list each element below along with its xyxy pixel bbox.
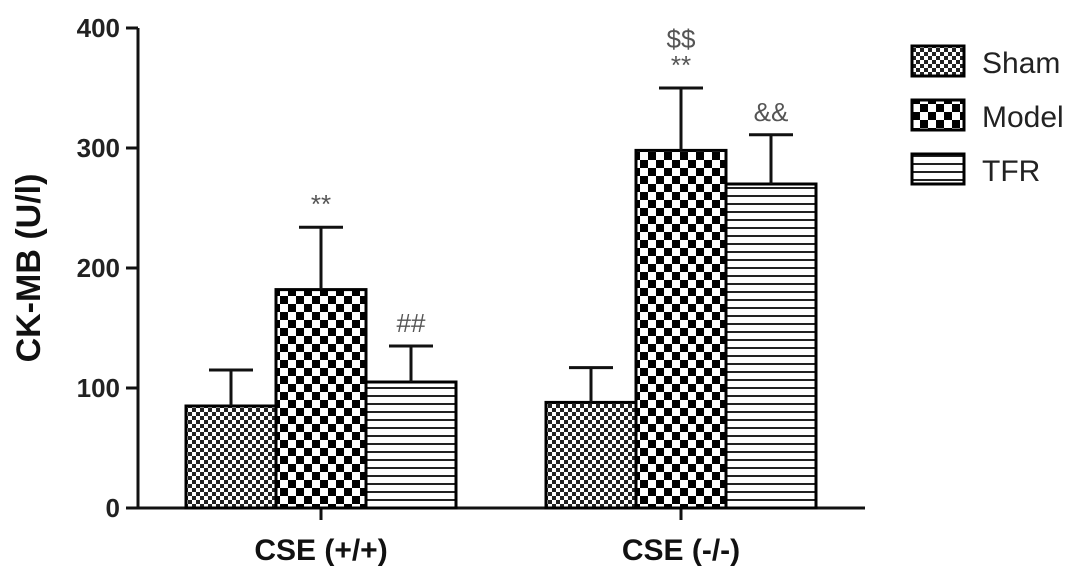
- legend-swatch-tfr: [910, 152, 966, 186]
- significance-marker: **: [311, 189, 331, 219]
- y-tick-label: 200: [77, 253, 120, 283]
- legend-label: Sham: [982, 47, 1060, 80]
- legend: Sham Model TFR: [910, 44, 1064, 188]
- y-tick-label: 400: [77, 13, 120, 43]
- legend-swatch-model: [910, 98, 966, 132]
- significance-marker: $$: [667, 24, 696, 54]
- significance-annotations: **##**$$&&: [311, 24, 788, 338]
- x-category-label: CSE (+/+): [254, 534, 387, 567]
- x-axis: CSE (+/+) CSE (-/-): [137, 506, 865, 567]
- y-tick-label: 100: [77, 373, 120, 403]
- y-axis-title: CK-MB (U/l): [10, 174, 48, 363]
- y-tick-label: 300: [77, 133, 120, 163]
- bar-sham-0: [184, 404, 278, 510]
- bar-model-1: [634, 148, 728, 510]
- bar-model-0: [274, 288, 368, 510]
- x-category-label: CSE (-/-): [622, 534, 740, 567]
- bar-tfr-1: [724, 182, 818, 510]
- legend-label: Model: [982, 101, 1064, 134]
- bar-tfr-0: [364, 380, 458, 510]
- legend-swatch-sham: [910, 44, 966, 78]
- legend-label: TFR: [982, 155, 1040, 188]
- bars: [184, 86, 818, 510]
- bar-sham-1: [544, 400, 638, 510]
- x-ticks: CSE (+/+) CSE (-/-): [254, 508, 740, 567]
- y-tick-label: 0: [106, 493, 120, 523]
- y-axis: 0 100 200 300 400: [77, 13, 140, 523]
- significance-marker: ##: [397, 308, 426, 338]
- y-ticks: 0 100 200 300 400: [77, 13, 138, 523]
- significance-marker: **: [671, 50, 691, 80]
- significance-marker: &&: [754, 97, 789, 127]
